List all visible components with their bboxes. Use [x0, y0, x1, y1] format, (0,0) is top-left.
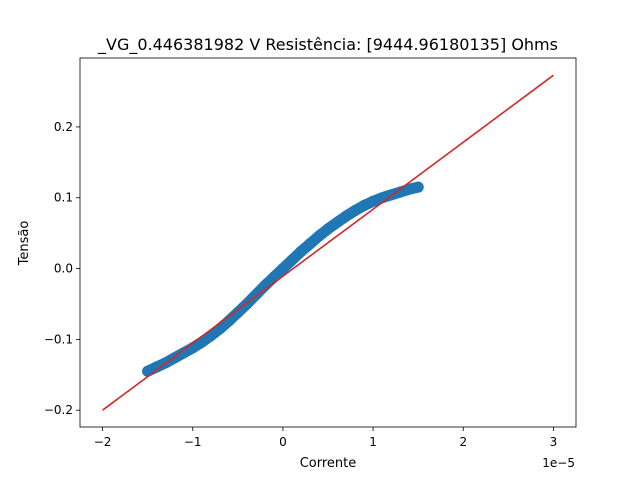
- scatter-point: [331, 217, 343, 229]
- y-tick-label: −0.1: [44, 332, 73, 346]
- x-tick-label: −2: [94, 435, 112, 449]
- scatter-point: [358, 200, 370, 212]
- fit-line: [102, 74, 554, 411]
- scatter-point: [151, 361, 163, 373]
- scatter-point: [367, 195, 379, 207]
- scatter-point: [205, 330, 217, 342]
- x-axis-label: Corrente: [300, 456, 357, 471]
- y-axis-ticks: −0.2 −0.1 0.0 0.1 0.2: [44, 120, 80, 417]
- x-tick-label: 3: [550, 435, 558, 449]
- scatter-point: [313, 230, 325, 242]
- x-tick-label: 1: [369, 435, 377, 449]
- chart-title: _VG_0.446381982 V Resistência: [9444.961…: [97, 35, 558, 55]
- scatter-point: [277, 263, 289, 275]
- x-tick-label: 0: [279, 435, 287, 449]
- scatter-point: [304, 238, 316, 250]
- x-tick-label: −1: [184, 435, 202, 449]
- y-axis-label: Tensão: [17, 221, 32, 267]
- scatter-point: [349, 204, 361, 216]
- scatter-point: [232, 306, 244, 318]
- scatter-point: [403, 183, 415, 195]
- scatter-point: [286, 254, 298, 266]
- scatter-point: [340, 210, 352, 222]
- x-tick-label: 2: [459, 435, 467, 449]
- x-axis-ticks: −2 −1 0 1 2 3: [94, 427, 558, 449]
- scatter-point: [322, 223, 334, 235]
- data-layer: [102, 74, 554, 411]
- scatter-point: [214, 323, 226, 335]
- plot-frame: [79, 57, 577, 428]
- scatter-point: [268, 271, 280, 283]
- scatter-point: [394, 186, 406, 198]
- x-axis-scale-offset: 1e−5: [542, 456, 575, 470]
- y-tick-label: 0.2: [54, 120, 73, 134]
- scatter-point: [412, 181, 424, 193]
- scatter-point: [178, 347, 190, 359]
- y-tick-label: 0.0: [54, 262, 73, 276]
- scatter-point: [295, 246, 307, 258]
- y-tick-label: 0.1: [54, 191, 73, 205]
- y-tick-label: −0.2: [44, 403, 73, 417]
